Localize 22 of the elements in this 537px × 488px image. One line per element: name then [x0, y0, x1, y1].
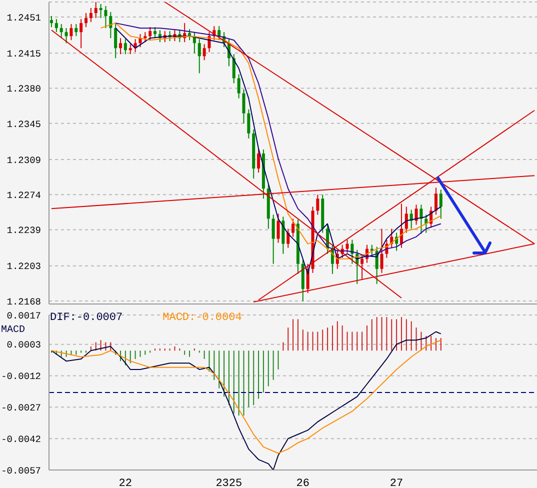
y-tick-label: -0.0012 — [1, 371, 42, 382]
y-tick-label: -0.0057 — [1, 465, 41, 476]
x-tick-label: 2325 — [216, 478, 242, 488]
y-tick-label: 1.2274 — [6, 190, 42, 202]
x-tick-label: 26 — [296, 478, 310, 488]
y-tick-label: -0.0042 — [1, 434, 42, 445]
x-tick-label: 22 — [118, 478, 132, 488]
y-tick-label: 1.2451 — [6, 12, 42, 24]
text: DIF:-0.0007 — [50, 312, 123, 324]
y-tick-label: 0.0003 — [6, 340, 42, 351]
y-axis-title: MACD — [1, 325, 26, 336]
y-tick-label: 1.2168 — [6, 296, 42, 308]
x-tick-label: 27 — [390, 478, 404, 488]
y-tick-label: 1.2239 — [6, 225, 42, 236]
text: MACD:-0.0004 — [162, 312, 242, 324]
y-tick-label: 1.2345 — [6, 118, 42, 130]
y-tick-label: 1.2380 — [6, 84, 42, 95]
y-tick-label: 1.2415 — [6, 48, 42, 60]
y-tick-label: 1.2203 — [6, 261, 42, 272]
y-tick-label: 1.2309 — [6, 154, 42, 166]
y-tick-label: 0.0017 — [6, 310, 41, 322]
y-tick-label: -0.0027 — [1, 402, 41, 414]
